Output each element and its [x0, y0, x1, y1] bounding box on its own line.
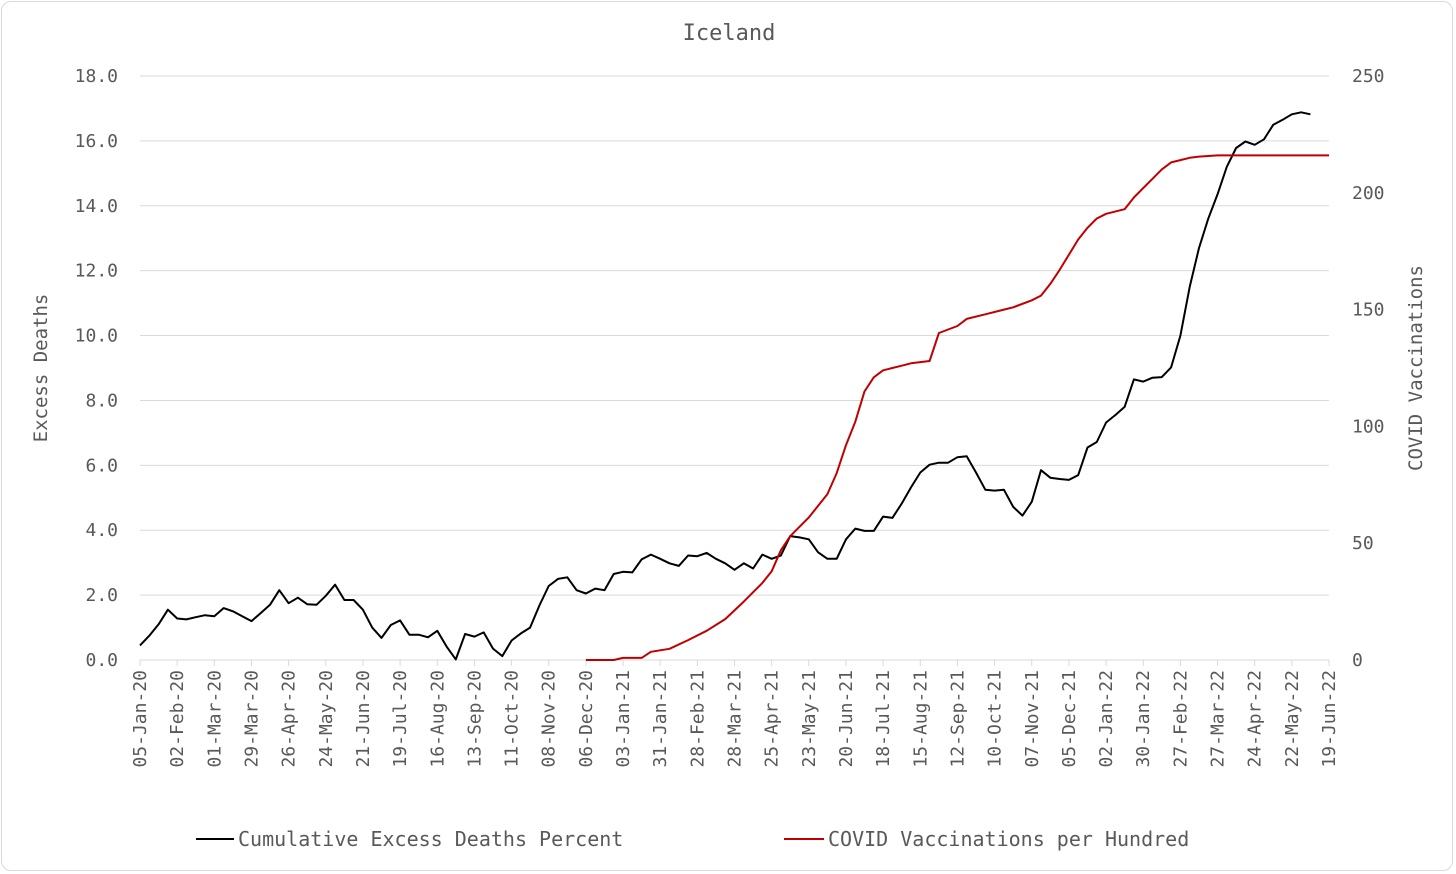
- right-tick-label: 150: [1352, 300, 1385, 321]
- x-tick-label: 07-Nov-21: [1022, 670, 1043, 768]
- series-line-vaccinations: [585, 154, 1329, 661]
- x-tick-label: 06-Dec-20: [576, 670, 597, 768]
- x-tick-label: 28-Mar-21: [725, 670, 746, 768]
- x-tick-label: 26-Apr-20: [279, 670, 300, 768]
- x-tick-label: 19-Jun-22: [1319, 670, 1340, 768]
- x-tick-label: 16-Aug-20: [427, 670, 448, 768]
- right-tick-label: 100: [1352, 416, 1385, 437]
- x-tick-label: 01-Mar-20: [204, 670, 225, 768]
- x-tick-label: 11-Oct-20: [502, 670, 523, 768]
- left-tick-label: 10.0: [75, 326, 118, 347]
- legend-label-vaccinations: COVID Vaccinations per Hundred: [828, 827, 1189, 851]
- x-tick-label: 08-Nov-20: [539, 670, 560, 768]
- x-tick-label: 27-Mar-22: [1208, 670, 1229, 768]
- legend-label-excess-deaths: Cumulative Excess Deaths Percent: [238, 827, 623, 851]
- x-tick-label: 03-Jan-21: [613, 670, 634, 768]
- x-tick-label: 23-May-21: [799, 670, 820, 768]
- left-tick-label: 18.0: [75, 66, 118, 87]
- right-axis-label: COVID Vaccinations: [1405, 265, 1427, 471]
- x-tick-label: 12-Sep-21: [947, 670, 968, 768]
- x-tick-label: 29-Mar-20: [241, 670, 262, 768]
- left-axis-tick-labels: 0.0 2.0 4.0 6.0 8.0 10.0 12.0 14.0 16.0 18.0: [75, 66, 118, 671]
- x-tick-label: 30-Jan-22: [1133, 670, 1154, 768]
- x-axis-tick-labels: 05-Jan-20 02-Feb-20 01-Mar-20 29-Mar-20 26-A…: [130, 660, 1340, 768]
- x-tick-label: 05-Dec-21: [1059, 670, 1080, 768]
- right-axis-tick-labels: 0 50 100 150 200 250: [1352, 66, 1385, 671]
- left-axis-label: Excess Deaths: [30, 294, 52, 443]
- x-tick-label: 25-Apr-21: [762, 670, 783, 768]
- x-tick-label: 13-Sep-20: [464, 670, 485, 768]
- series-lines: [139, 111, 1329, 661]
- left-tick-label: 8.0: [85, 390, 118, 411]
- left-tick-label: 14.0: [75, 196, 118, 217]
- left-tick-label: 6.0: [85, 455, 118, 476]
- x-tick-label: 15-Aug-21: [910, 670, 931, 768]
- chart-title: Iceland: [683, 21, 776, 46]
- x-tick-label: 21-Jun-20: [353, 670, 374, 768]
- left-tick-label: 4.0: [85, 520, 118, 541]
- left-tick-label: 16.0: [75, 131, 118, 152]
- x-tick-label: 27-Feb-22: [1170, 670, 1191, 768]
- right-tick-label: 0: [1352, 650, 1363, 671]
- x-tick-label: 19-Jul-20: [390, 670, 411, 768]
- right-tick-label: 50: [1352, 533, 1374, 554]
- x-tick-label: 02-Feb-20: [167, 670, 188, 768]
- x-tick-label: 22-May-22: [1282, 670, 1303, 768]
- gridlines: [140, 75, 1329, 661]
- legend: Cumulative Excess Deaths Percent COVID V…: [196, 827, 1189, 851]
- right-tick-label: 200: [1352, 183, 1385, 204]
- x-tick-label: 20-Jun-21: [836, 670, 857, 768]
- left-tick-label: 2.0: [85, 585, 118, 606]
- x-tick-label: 10-Oct-21: [985, 670, 1006, 768]
- right-tick-label: 250: [1352, 66, 1385, 87]
- x-tick-label: 18-Jul-21: [873, 670, 894, 768]
- x-tick-label: 24-May-20: [316, 670, 337, 768]
- x-tick-label: 02-Jan-22: [1096, 670, 1117, 768]
- x-tick-label: 05-Jan-20: [130, 670, 151, 768]
- x-tick-label: 31-Jan-21: [650, 670, 671, 768]
- x-tick-label: 24-Apr-22: [1245, 670, 1266, 768]
- left-tick-label: 12.0: [75, 261, 118, 282]
- left-tick-label: 0.0: [85, 650, 118, 671]
- x-tick-label: 28-Feb-21: [687, 670, 708, 768]
- series-line-excess-deaths: [139, 111, 1311, 661]
